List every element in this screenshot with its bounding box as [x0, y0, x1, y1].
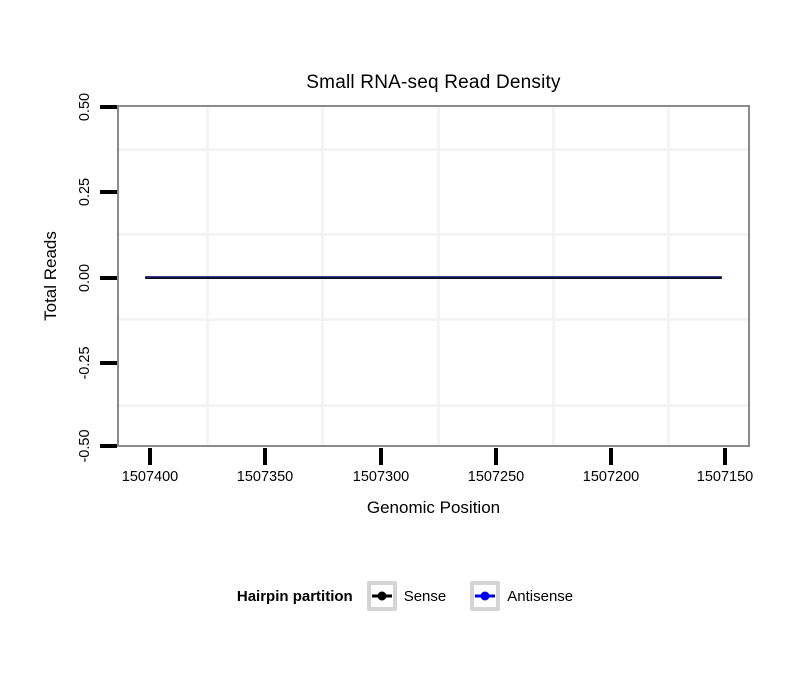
x-tick-label: 1507350 [236, 469, 294, 485]
legend-label-antisense: Antisense [507, 587, 574, 605]
sense-point-swatch [377, 591, 387, 601]
minor-gridline-horizontal [119, 233, 748, 236]
chart-title: Small RNA-seq Read Density [306, 72, 561, 93]
legend-key-antisense [470, 581, 501, 611]
x-tick-mark [494, 448, 498, 465]
y-tick-label: -0.50 [77, 429, 93, 463]
minor-gridline-horizontal [119, 148, 748, 151]
x-tick-label: 1507250 [467, 469, 525, 485]
x-tick-label: 1507150 [696, 469, 754, 485]
y-tick-label: 0.00 [77, 263, 93, 293]
y-tick-label: -0.25 [77, 346, 93, 380]
legend-label-sense: Sense [403, 587, 447, 605]
plot-panel [117, 105, 750, 447]
x-tick-mark [263, 448, 267, 465]
read-density-line-sense-antisense-overlap [145, 276, 722, 279]
x-tick-label: 1507300 [352, 469, 410, 485]
y-tick-label: 0.25 [77, 177, 93, 207]
x-tick-label: 1507200 [582, 469, 640, 485]
y-tick-mark [100, 105, 117, 109]
antisense-point-swatch [480, 591, 490, 601]
x-tick-label: 1507400 [121, 469, 179, 485]
y-tick-label: 0.50 [77, 92, 93, 122]
x-tick-mark [723, 448, 727, 465]
x-tick-mark [148, 448, 152, 465]
legend-title: Hairpin partition [236, 587, 353, 605]
y-tick-mark [100, 190, 117, 194]
minor-gridline-horizontal [119, 318, 748, 321]
y-tick-mark [100, 276, 117, 280]
x-tick-mark [379, 448, 383, 465]
legend: Hairpin partition Sense Antisense [0, 581, 810, 611]
y-tick-mark [100, 361, 117, 365]
x-tick-mark [609, 448, 613, 465]
legend-key-sense [366, 581, 397, 611]
minor-gridline-horizontal [119, 404, 748, 407]
y-tick-mark [100, 444, 117, 448]
y-axis-title: Total Reads [41, 231, 60, 321]
x-axis-title: Genomic Position [366, 498, 501, 517]
